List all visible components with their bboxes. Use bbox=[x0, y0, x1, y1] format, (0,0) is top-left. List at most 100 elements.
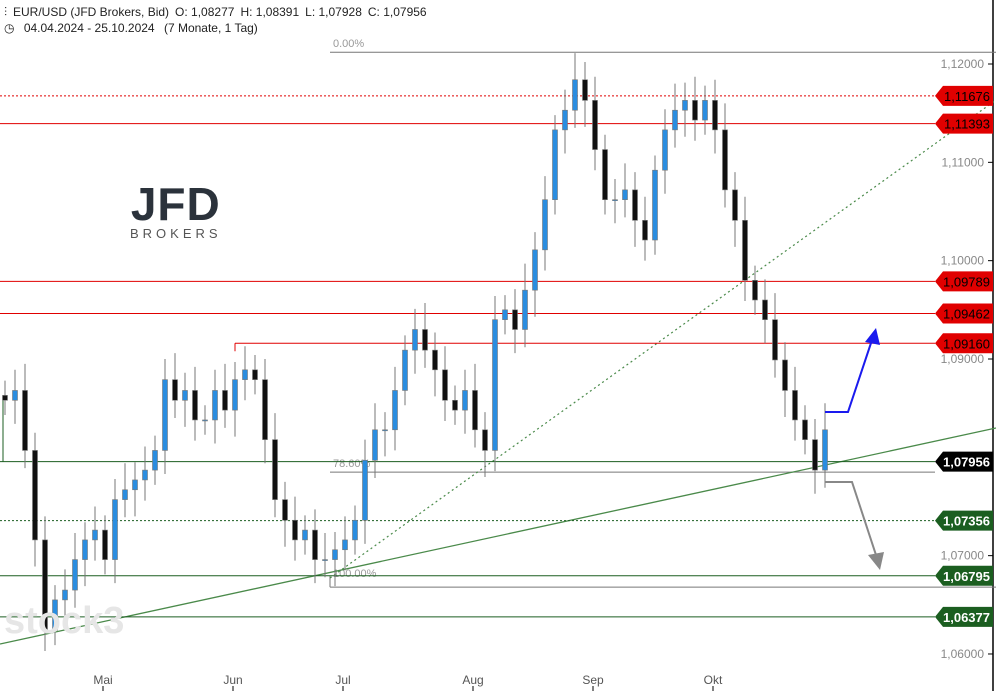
candle-up bbox=[302, 529, 308, 541]
y-tick-label: 1,10000 bbox=[941, 254, 985, 268]
candle-down bbox=[772, 319, 778, 361]
x-tick-label: Okt bbox=[704, 673, 723, 687]
candle-down bbox=[272, 439, 278, 500]
candle-up bbox=[392, 390, 398, 431]
candle-down bbox=[222, 390, 228, 411]
high-value: H: 1,08391 bbox=[240, 5, 300, 19]
candle-down bbox=[512, 309, 518, 330]
candle-down bbox=[262, 379, 268, 440]
date-range[interactable]: 04.04.2024 - 25.10.2024 bbox=[23, 21, 155, 35]
candle-down bbox=[432, 349, 438, 371]
candle-up bbox=[62, 589, 68, 601]
candle-down bbox=[472, 390, 478, 431]
candle-up bbox=[672, 109, 678, 131]
candle-up bbox=[702, 100, 708, 121]
price-tag-label: 1,09462 bbox=[943, 307, 990, 322]
duration: (7 Monate, 1 Tag) bbox=[163, 21, 258, 35]
candle-up bbox=[502, 309, 508, 320]
open-value: O: 1,08277 bbox=[175, 5, 235, 19]
y-tick-label: 1,11000 bbox=[942, 155, 985, 169]
candle-up bbox=[362, 459, 368, 521]
candle-down bbox=[192, 390, 198, 421]
candle-down bbox=[292, 519, 298, 541]
candle-down bbox=[812, 439, 818, 471]
price-tag bbox=[935, 333, 993, 354]
candle-down bbox=[742, 220, 748, 281]
candle-up bbox=[352, 519, 358, 541]
price-tag bbox=[935, 565, 993, 586]
candle-up bbox=[552, 129, 558, 200]
candle-up bbox=[122, 489, 128, 500]
candle-down bbox=[762, 299, 768, 320]
clock-icon: ◷ bbox=[4, 21, 15, 35]
jfd-logo: JFD BROKERS bbox=[130, 178, 222, 241]
candle-up bbox=[162, 379, 168, 451]
candle-up bbox=[182, 390, 188, 401]
candle-up bbox=[232, 379, 238, 411]
trend-line bbox=[0, 427, 996, 645]
candle-down bbox=[32, 450, 38, 541]
price-tag-label: 1,11676 bbox=[944, 89, 990, 104]
candle-down bbox=[752, 280, 758, 301]
price-tag bbox=[935, 303, 993, 324]
candle-up bbox=[532, 249, 538, 291]
symbol-label[interactable]: EUR/USD (JFD Brokers, Bid) bbox=[13, 5, 170, 19]
y-tick-label: 1,12000 bbox=[941, 57, 985, 71]
price-tag bbox=[935, 606, 993, 627]
candle-down bbox=[582, 79, 588, 101]
candle-down bbox=[632, 189, 638, 221]
price-tag bbox=[935, 451, 993, 472]
x-tick-label: Aug bbox=[462, 673, 483, 687]
candle-up bbox=[132, 479, 138, 491]
candle-up bbox=[12, 390, 18, 401]
candle-up bbox=[322, 559, 328, 561]
price-tag-label: 1,06377 bbox=[943, 610, 990, 625]
candle-up bbox=[202, 419, 208, 422]
candle-up bbox=[112, 499, 118, 560]
candle-up bbox=[142, 469, 148, 481]
candle-down bbox=[712, 100, 718, 131]
candle-down bbox=[312, 529, 318, 560]
candle-down bbox=[802, 419, 808, 440]
chart-type-icon[interactable]: ⫶ bbox=[4, 5, 8, 19]
candle-up bbox=[662, 129, 668, 171]
candle-up bbox=[682, 100, 688, 111]
price-tag-label: 1,11393 bbox=[944, 117, 990, 132]
candle-down bbox=[102, 529, 108, 560]
logo-name: JFD bbox=[130, 178, 221, 230]
candle-down bbox=[722, 129, 728, 191]
candle-up bbox=[652, 169, 658, 241]
candle-up bbox=[412, 329, 418, 351]
candle-up bbox=[372, 429, 378, 461]
price-tag-label: 1,09789 bbox=[943, 274, 990, 289]
price-tag bbox=[935, 113, 993, 134]
candle-up bbox=[92, 529, 98, 541]
candle-up bbox=[242, 369, 248, 380]
close-value: C: 1,07956 bbox=[367, 5, 427, 19]
price-tag-label: 1,09160 bbox=[943, 336, 990, 351]
y-tick-label: 1,07000 bbox=[941, 549, 985, 563]
x-tick-label: Jun bbox=[223, 673, 242, 687]
logo-sub: BROKERS bbox=[130, 226, 222, 241]
candle-up bbox=[52, 599, 58, 631]
price-tag-label: 1,07356 bbox=[943, 514, 990, 529]
candle-up bbox=[822, 429, 828, 471]
candle-down bbox=[252, 369, 258, 380]
candle-down bbox=[482, 429, 488, 451]
x-tick-label: Mai bbox=[93, 673, 112, 687]
candle-down bbox=[732, 189, 738, 221]
candle-up bbox=[72, 559, 78, 591]
chart-header: ⫶ EUR/USD (JFD Brokers, Bid) O: 1,08277 H: … bbox=[4, 4, 433, 36]
candle-down bbox=[172, 379, 178, 401]
candle-up bbox=[462, 390, 468, 411]
candle-down bbox=[602, 149, 608, 200]
price-tag bbox=[935, 271, 993, 292]
candle-up bbox=[332, 549, 338, 560]
bullish-arrow bbox=[825, 339, 873, 413]
fib-label: 0.00% bbox=[333, 38, 364, 50]
candle-up bbox=[382, 429, 388, 432]
fib-label: 100.00% bbox=[333, 568, 377, 580]
candle-up bbox=[212, 390, 218, 421]
candle-up bbox=[492, 319, 498, 451]
